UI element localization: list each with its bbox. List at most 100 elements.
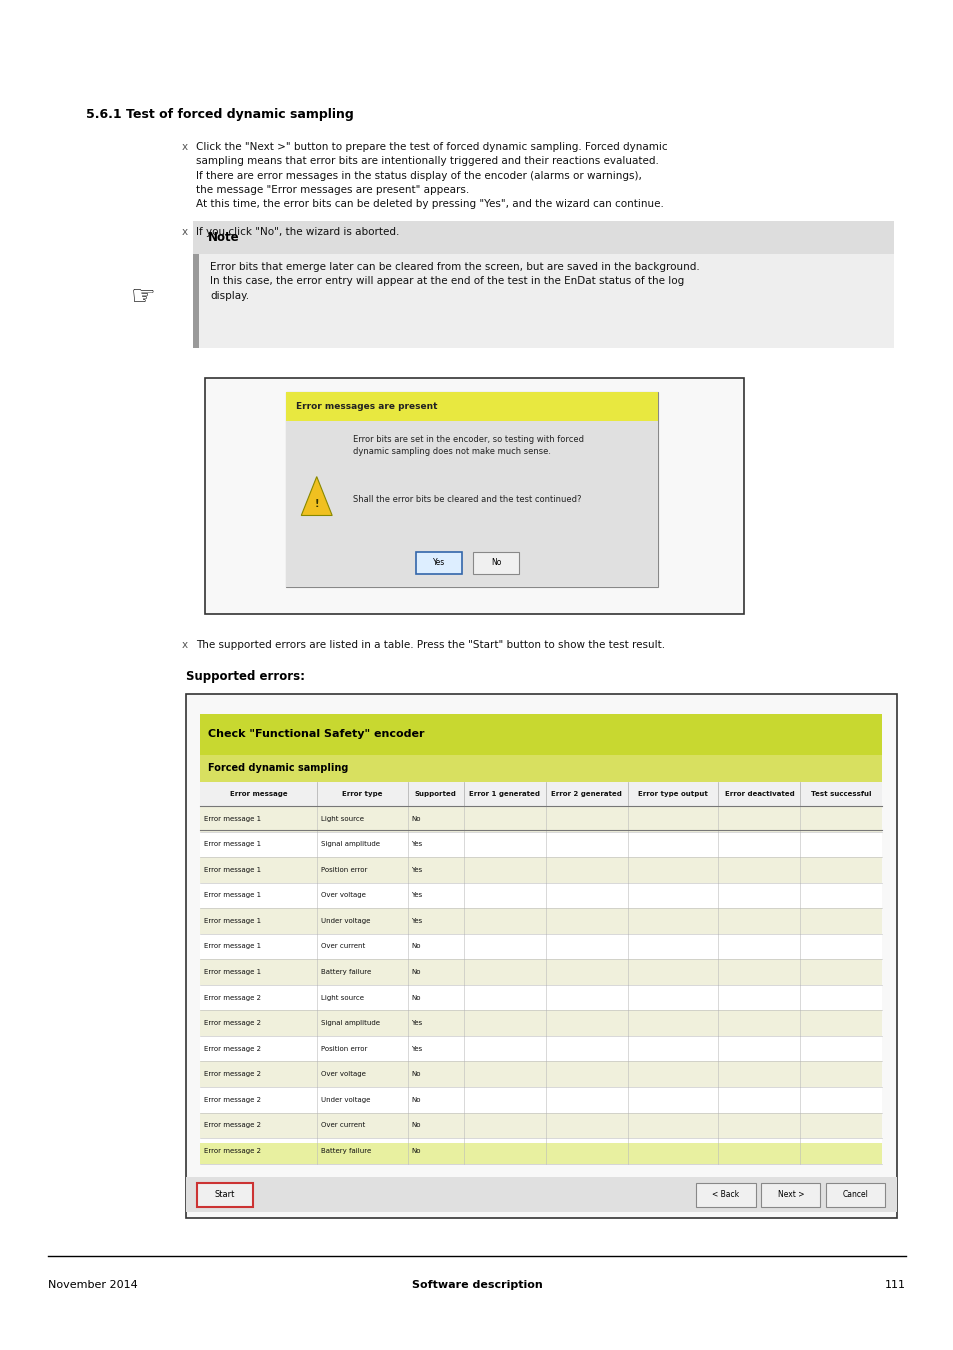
FancyBboxPatch shape (200, 1010, 882, 1035)
Text: Over current: Over current (320, 944, 365, 949)
Text: Yes: Yes (411, 867, 422, 873)
Text: Yes: Yes (411, 1046, 422, 1052)
FancyBboxPatch shape (200, 782, 882, 806)
FancyBboxPatch shape (200, 832, 882, 857)
Text: Over current: Over current (320, 1122, 365, 1129)
Text: Error 2 generated: Error 2 generated (551, 791, 621, 796)
FancyBboxPatch shape (200, 1061, 882, 1087)
Text: Start: Start (214, 1191, 235, 1199)
Text: < Back: < Back (712, 1191, 739, 1199)
Text: Error message 2: Error message 2 (204, 995, 261, 1000)
FancyBboxPatch shape (200, 1138, 882, 1164)
Text: Check "Functional Safety" encoder: Check "Functional Safety" encoder (208, 729, 424, 740)
Text: x: x (181, 640, 187, 649)
Text: Supported: Supported (415, 791, 456, 796)
Text: Supported errors:: Supported errors: (186, 670, 305, 683)
FancyBboxPatch shape (200, 1112, 882, 1138)
FancyBboxPatch shape (186, 1177, 896, 1212)
Text: 111: 111 (884, 1280, 905, 1289)
Text: Signal amplitude: Signal amplitude (320, 841, 379, 848)
FancyBboxPatch shape (200, 960, 882, 985)
Text: Error message 1: Error message 1 (204, 969, 261, 975)
Text: If you click "No", the wizard is aborted.: If you click "No", the wizard is aborted… (195, 227, 398, 236)
Text: Light source: Light source (320, 995, 363, 1000)
FancyBboxPatch shape (286, 392, 658, 421)
Text: Yes: Yes (411, 918, 422, 923)
Text: No: No (411, 995, 420, 1000)
Text: Position error: Position error (320, 867, 367, 873)
Text: Software description: Software description (411, 1280, 542, 1289)
Text: Error bits are set in the encoder, so testing with forced
dynamic sampling does : Error bits are set in the encoder, so te… (353, 435, 583, 456)
Text: No: No (411, 1122, 420, 1129)
Text: !: ! (314, 498, 318, 509)
FancyBboxPatch shape (286, 392, 658, 587)
Bar (193, 254, 199, 348)
Text: x: x (181, 142, 187, 151)
Text: Position error: Position error (320, 1046, 367, 1052)
Text: No: No (411, 944, 420, 949)
Text: ☞: ☞ (131, 284, 155, 312)
Text: Yes: Yes (411, 841, 422, 848)
FancyBboxPatch shape (200, 755, 882, 782)
FancyBboxPatch shape (186, 694, 896, 1218)
FancyBboxPatch shape (200, 883, 882, 909)
Text: Cancel: Cancel (841, 1191, 868, 1199)
Text: 5.6.1 Test of forced dynamic sampling: 5.6.1 Test of forced dynamic sampling (86, 108, 354, 122)
Text: Yes: Yes (411, 1021, 422, 1026)
Text: Error message 2: Error message 2 (204, 1122, 261, 1129)
Text: Error message 1: Error message 1 (204, 918, 261, 923)
Text: Over voltage: Over voltage (320, 1072, 365, 1077)
Text: Under voltage: Under voltage (320, 1096, 370, 1103)
FancyBboxPatch shape (200, 934, 882, 960)
Text: Note: Note (208, 231, 239, 244)
Text: Error bits that emerge later can be cleared from the screen, but are saved in th: Error bits that emerge later can be clea… (210, 262, 699, 301)
Text: Error message 2: Error message 2 (204, 1021, 261, 1026)
Text: No: No (411, 815, 420, 822)
Polygon shape (301, 477, 332, 516)
Text: Shall the error bits be cleared and the test continued?: Shall the error bits be cleared and the … (353, 495, 581, 505)
Text: No: No (411, 1148, 420, 1154)
FancyBboxPatch shape (286, 421, 658, 587)
FancyBboxPatch shape (825, 1183, 884, 1207)
Text: Next >: Next > (777, 1191, 803, 1199)
Text: Error type: Error type (341, 791, 382, 796)
Text: x: x (181, 227, 187, 236)
Text: No: No (411, 1096, 420, 1103)
Text: Over voltage: Over voltage (320, 892, 365, 898)
Text: Error message 2: Error message 2 (204, 1148, 261, 1154)
Text: Click the "Next >" button to prepare the test of forced dynamic sampling. Forced: Click the "Next >" button to prepare the… (195, 142, 666, 209)
FancyBboxPatch shape (193, 221, 893, 254)
Text: Error message 1: Error message 1 (204, 841, 261, 848)
Text: Error message 1: Error message 1 (204, 944, 261, 949)
FancyBboxPatch shape (200, 857, 882, 883)
FancyBboxPatch shape (200, 1035, 882, 1061)
Text: November 2014: November 2014 (48, 1280, 137, 1289)
Text: Error message 2: Error message 2 (204, 1072, 261, 1077)
FancyBboxPatch shape (197, 1183, 253, 1207)
Text: Error deactivated: Error deactivated (723, 791, 794, 796)
Text: Yes: Yes (411, 892, 422, 898)
FancyBboxPatch shape (416, 552, 461, 574)
Text: No: No (411, 969, 420, 975)
Text: Error message 2: Error message 2 (204, 1096, 261, 1103)
FancyBboxPatch shape (473, 552, 518, 574)
Text: Battery failure: Battery failure (320, 1148, 371, 1154)
FancyBboxPatch shape (193, 254, 893, 348)
Text: The supported errors are listed in a table. Press the "Start" button to show the: The supported errors are listed in a tab… (195, 640, 664, 649)
Text: Error message 1: Error message 1 (204, 815, 261, 822)
Text: No: No (491, 559, 500, 567)
Text: Light source: Light source (320, 815, 363, 822)
Text: Test successful: Test successful (810, 791, 871, 796)
FancyBboxPatch shape (200, 986, 882, 1010)
FancyBboxPatch shape (200, 909, 882, 934)
FancyBboxPatch shape (760, 1183, 820, 1207)
FancyBboxPatch shape (696, 1183, 755, 1207)
Text: Error type output: Error type output (638, 791, 707, 796)
FancyBboxPatch shape (200, 1087, 882, 1112)
Text: Yes: Yes (433, 559, 444, 567)
FancyBboxPatch shape (205, 378, 743, 614)
Text: Under voltage: Under voltage (320, 918, 370, 923)
Text: Forced dynamic sampling: Forced dynamic sampling (208, 763, 348, 774)
FancyBboxPatch shape (200, 714, 882, 755)
Text: Error message 1: Error message 1 (204, 892, 261, 898)
